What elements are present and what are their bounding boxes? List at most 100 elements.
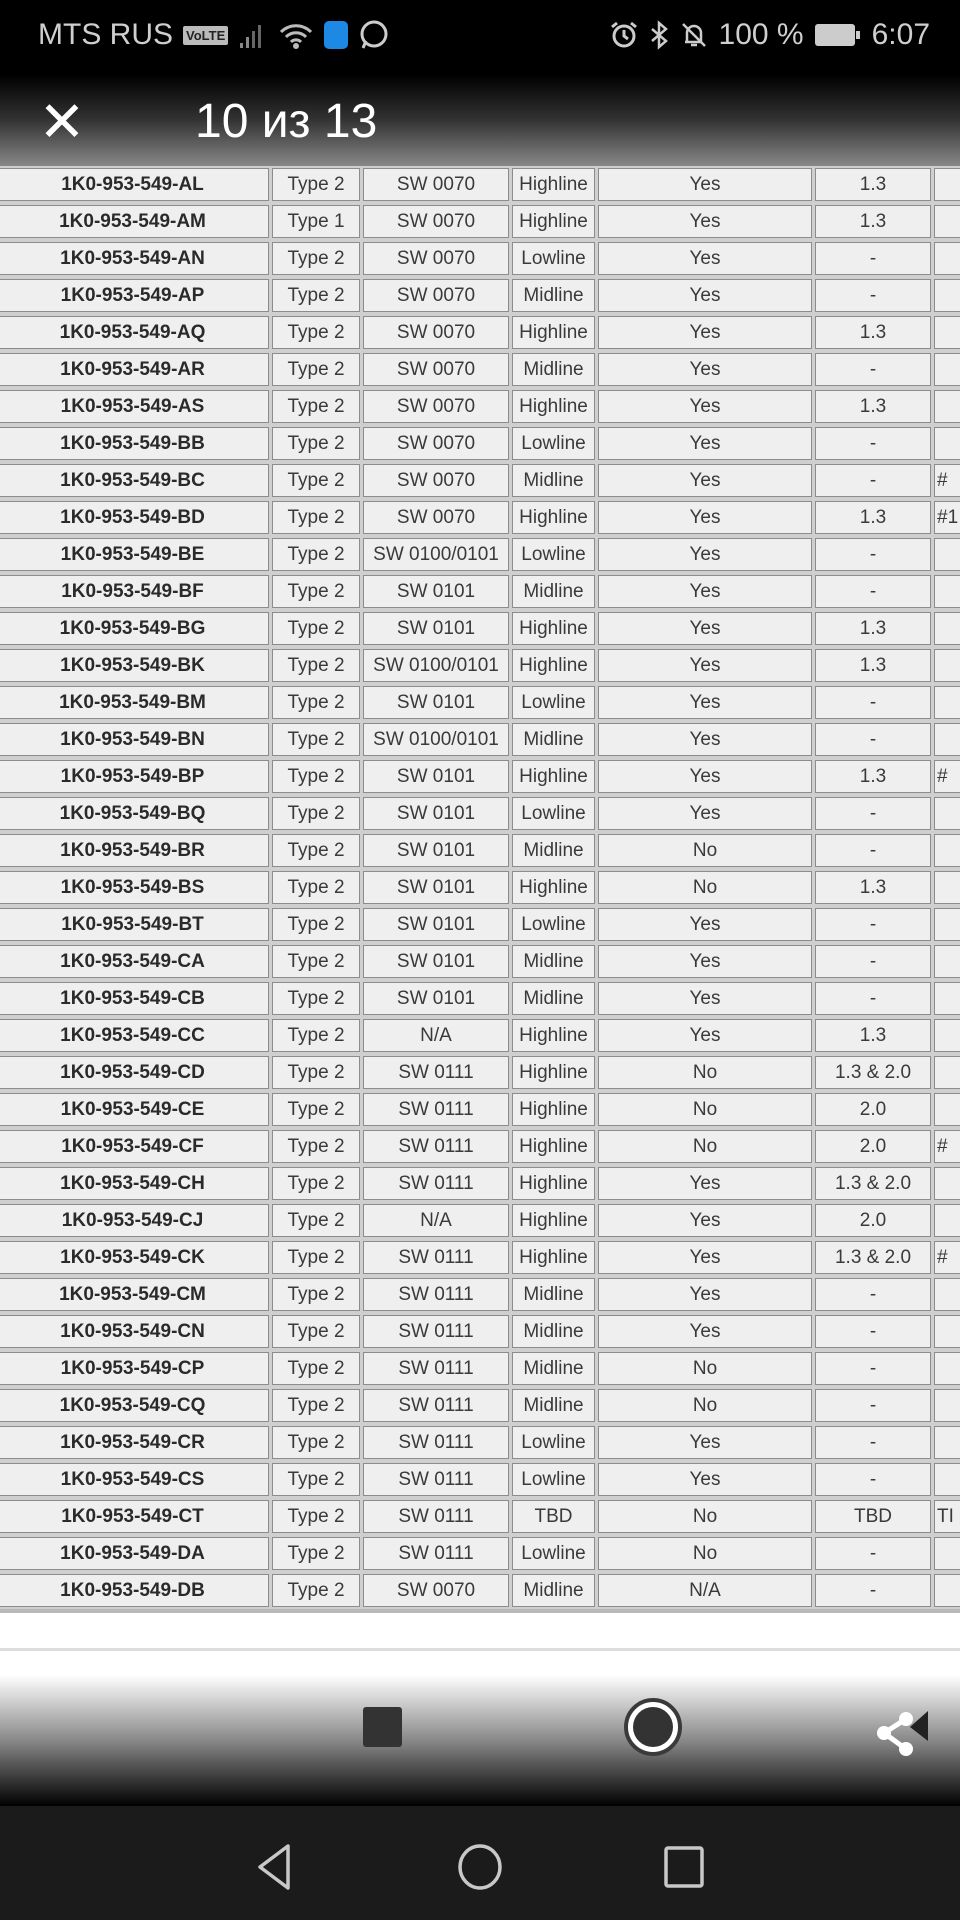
flag-cell: Yes — [598, 1278, 812, 1311]
flag-cell: Yes — [598, 612, 812, 645]
flag-cell: No — [598, 1389, 812, 1422]
table-row: 1K0-953-549-BT Type 2 SW 0101 Lowline Yes - — [0, 906, 960, 943]
part-number-cell: 1K0-953-549-BP — [0, 760, 269, 793]
trim-cell: Highline — [512, 316, 595, 349]
part-number-cell: 1K0-953-549-CP — [0, 1352, 269, 1385]
trim-cell: Highline — [512, 390, 595, 423]
note-cell — [934, 945, 960, 978]
version-cell: - — [815, 279, 931, 312]
software-cell: SW 0111 — [363, 1056, 509, 1089]
trim-cell: Midline — [512, 723, 595, 756]
part-number-cell: 1K0-953-549-CN — [0, 1315, 269, 1348]
recents-icon[interactable] — [662, 1844, 706, 1890]
type-cell: Type 2 — [272, 1574, 360, 1607]
table-row: 1K0-953-549-CE Type 2 SW 0111 Highline No 2.0 — [0, 1091, 960, 1128]
version-cell: 1.3 — [815, 168, 931, 201]
note-cell — [934, 723, 960, 756]
note-cell — [934, 1019, 960, 1052]
type-cell: Type 2 — [272, 279, 360, 312]
back-icon[interactable] — [252, 1842, 296, 1892]
trim-cell: Midline — [512, 945, 595, 978]
version-cell: - — [815, 982, 931, 1015]
flag-cell: N/A — [598, 1574, 812, 1607]
version-cell: 1.3 — [815, 390, 931, 423]
home-icon[interactable] — [456, 1842, 504, 1892]
table-row: 1K0-953-549-BG Type 2 SW 0101 Highline Yes 1.… — [0, 610, 960, 647]
note-cell: # — [934, 760, 960, 793]
trim-cell: Lowline — [512, 427, 595, 460]
part-number-cell: 1K0-953-549-CJ — [0, 1204, 269, 1237]
screenshot-table: 1K0-953-549-AL Type 2 SW 0070 Highline Yes 1.… — [0, 166, 960, 1609]
part-number-cell: 1K0-953-549-AL — [0, 168, 269, 201]
software-cell: SW 0111 — [363, 1500, 509, 1533]
table-row: 1K0-953-549-BM Type 2 SW 0101 Lowline Yes - — [0, 684, 960, 721]
type-cell: Type 2 — [272, 427, 360, 460]
version-cell: - — [815, 1574, 931, 1607]
type-cell: Type 2 — [272, 1426, 360, 1459]
version-cell: 1.3 — [815, 1019, 931, 1052]
note-cell — [934, 205, 960, 238]
part-number-cell: 1K0-953-549-CC — [0, 1019, 269, 1052]
version-cell: - — [815, 353, 931, 386]
table-row: 1K0-953-549-CN Type 2 SW 0111 Midline Yes - — [0, 1313, 960, 1350]
type-cell: Type 2 — [272, 1315, 360, 1348]
bluetooth-icon — [650, 20, 668, 50]
trim-cell: Midline — [512, 464, 595, 497]
version-cell: - — [815, 242, 931, 275]
shield-app-icon — [324, 21, 349, 49]
version-cell: 2.0 — [815, 1093, 931, 1126]
flag-cell: Yes — [598, 316, 812, 349]
software-cell: SW 0111 — [363, 1315, 509, 1348]
version-cell: 1.3 & 2.0 — [815, 1241, 931, 1274]
version-cell: 2.0 — [815, 1204, 931, 1237]
part-number-cell: 1K0-953-549-CM — [0, 1278, 269, 1311]
part-number-cell: 1K0-953-549-BG — [0, 612, 269, 645]
flag-cell: Yes — [598, 1204, 812, 1237]
flag-cell: Yes — [598, 279, 812, 312]
version-cell: - — [815, 1315, 931, 1348]
note-cell — [934, 982, 960, 1015]
part-number-cell: 1K0-953-549-BR — [0, 834, 269, 867]
note-cell: # — [934, 1241, 960, 1274]
software-cell: SW 0101 — [363, 908, 509, 941]
record-icon[interactable] — [624, 1698, 682, 1756]
type-cell: Type 2 — [272, 168, 360, 201]
note-cell — [934, 834, 960, 867]
share-icon — [877, 1711, 928, 1756]
trim-cell: Midline — [512, 279, 595, 312]
software-cell: SW 0101 — [363, 612, 509, 645]
version-cell: 1.3 — [815, 871, 931, 904]
close-icon[interactable]: ✕ — [38, 90, 86, 153]
flag-cell: Yes — [598, 390, 812, 423]
note-cell — [934, 575, 960, 608]
table-row: 1K0-953-549-CS Type 2 SW 0111 Lowline Yes - — [0, 1461, 960, 1498]
part-number-cell: 1K0-953-549-CK — [0, 1241, 269, 1274]
table-row: 1K0-953-549-AN Type 2 SW 0070 Lowline Yes - — [0, 240, 960, 277]
version-cell: 1.3 & 2.0 — [815, 1167, 931, 1200]
stop-icon[interactable] — [363, 1707, 402, 1747]
software-cell: SW 0070 — [363, 390, 509, 423]
part-number-cell: 1K0-953-549-DB — [0, 1574, 269, 1607]
type-cell: Type 2 — [272, 612, 360, 645]
software-cell: SW 0070 — [363, 1574, 509, 1607]
note-cell: #1 — [934, 501, 960, 534]
type-cell: Type 2 — [272, 464, 360, 497]
software-cell: SW 0070 — [363, 205, 509, 238]
table-row: 1K0-953-549-CP Type 2 SW 0111 Midline No - — [0, 1350, 960, 1387]
image-counter: 10 из 13 — [195, 95, 378, 148]
part-number-cell: 1K0-953-549-AP — [0, 279, 269, 312]
trim-cell: Highline — [512, 168, 595, 201]
table-row: 1K0-953-549-AM Type 1 SW 0070 Highline Yes 1.… — [0, 203, 960, 240]
trim-cell: Midline — [512, 575, 595, 608]
share-button[interactable] — [870, 1705, 930, 1770]
software-cell: SW 0101 — [363, 834, 509, 867]
trim-cell: Highline — [512, 612, 595, 645]
table-row: 1K0-953-549-CR Type 2 SW 0111 Lowline Yes - — [0, 1424, 960, 1461]
part-number-cell: 1K0-953-549-AN — [0, 242, 269, 275]
flag-cell: No — [598, 1500, 812, 1533]
note-cell — [934, 390, 960, 423]
flag-cell: Yes — [598, 1019, 812, 1052]
table-row: 1K0-953-549-AR Type 2 SW 0070 Midline Yes - — [0, 351, 960, 388]
part-number-cell: 1K0-953-549-CE — [0, 1093, 269, 1126]
alarm-icon — [610, 21, 637, 48]
